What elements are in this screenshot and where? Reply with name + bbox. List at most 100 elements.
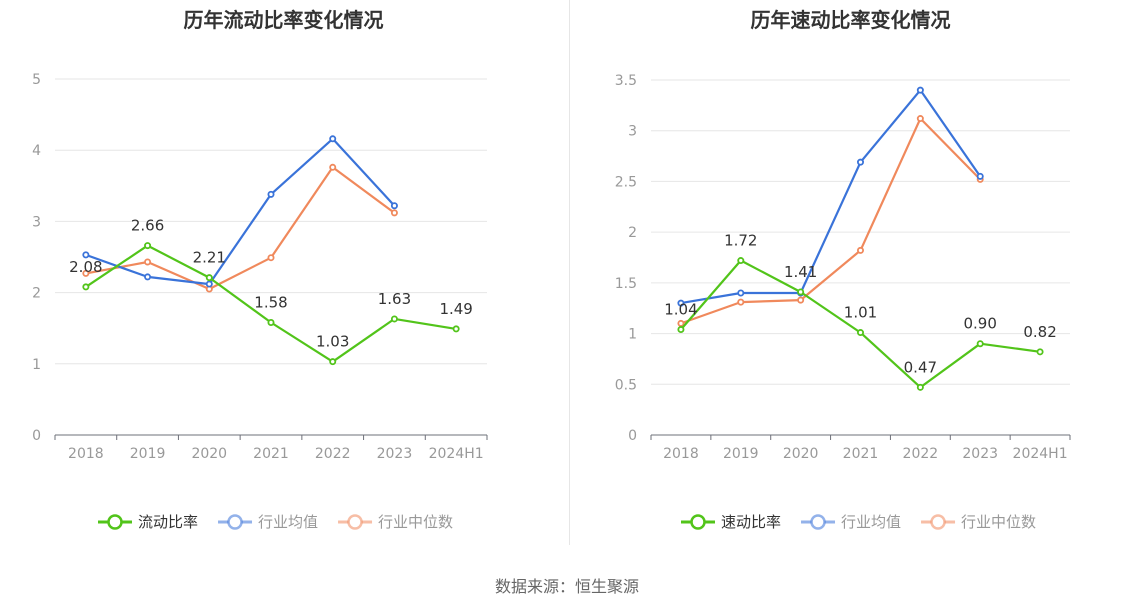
data-point[interactable]	[144, 242, 152, 250]
legend-item[interactable]: 流动比率	[98, 513, 198, 531]
data-point[interactable]	[916, 383, 924, 391]
data-point[interactable]	[390, 202, 398, 210]
series-2	[82, 163, 398, 293]
y-gridlines	[55, 78, 487, 365]
data-point[interactable]	[856, 329, 864, 337]
series-2	[677, 115, 984, 327]
x-tick-label: 2024H1	[429, 446, 484, 462]
series-0	[677, 257, 1044, 391]
data-point[interactable]	[329, 163, 337, 171]
data-point[interactable]	[916, 86, 924, 94]
data-point[interactable]	[916, 115, 924, 123]
data-label: 0.90	[964, 315, 997, 333]
chart-divider	[569, 0, 570, 545]
y-tick-label: 1	[32, 357, 41, 373]
data-label: 2.21	[193, 249, 226, 267]
data-point[interactable]	[1036, 348, 1044, 356]
data-label: 1.01	[844, 304, 877, 322]
data-point[interactable]	[329, 358, 337, 366]
data-point[interactable]	[797, 296, 805, 304]
legend-label: 行业均值	[841, 513, 901, 531]
legend-label: 行业均值	[258, 513, 318, 531]
y-tick-label: 3	[628, 124, 637, 140]
data-point[interactable]	[452, 325, 460, 333]
x-tick-label: 2024H1	[1013, 446, 1068, 462]
quick-ratio-plot: 0 0.5 1 1.5 2 2.5 3 3.5 2018 2019 2020 2021 2022 2023…	[615, 73, 1071, 531]
data-point[interactable]	[205, 280, 213, 288]
legend-swatch-marker	[930, 514, 946, 530]
y-tick-label: 1.5	[615, 276, 637, 292]
data-label: 1.41	[784, 263, 817, 281]
data-point[interactable]	[82, 269, 90, 277]
y-tick-label: 0	[32, 428, 41, 444]
data-point[interactable]	[856, 246, 864, 254]
data-point[interactable]	[677, 326, 685, 334]
series-1	[82, 135, 398, 288]
y-tick-label: 4	[32, 143, 41, 159]
data-point[interactable]	[267, 319, 275, 327]
legend-swatch-marker	[690, 514, 706, 530]
y-tick-label: 2.5	[615, 174, 637, 190]
x-tick-label: 2019	[130, 446, 166, 462]
chart-title: 历年流动比率变化情况	[183, 8, 384, 32]
data-point[interactable]	[82, 251, 90, 259]
data-point[interactable]	[737, 257, 745, 265]
data-point[interactable]	[677, 299, 685, 307]
y-tick-label: 1	[628, 327, 637, 343]
data-point[interactable]	[205, 274, 213, 282]
data-point[interactable]	[390, 315, 398, 323]
series-line	[85, 137, 396, 286]
series-1	[677, 86, 984, 307]
data-point[interactable]	[144, 273, 152, 281]
data-point[interactable]	[797, 288, 805, 296]
data-label: 2.08	[69, 258, 102, 276]
series-0	[82, 242, 460, 366]
data-point[interactable]	[267, 190, 275, 198]
legend-item[interactable]: 速动比率	[681, 513, 781, 531]
x-tick-label: 2021	[253, 446, 289, 462]
legend-swatch-marker	[810, 514, 826, 530]
legend-swatch-marker	[227, 514, 243, 530]
x-tick-label: 2023	[962, 446, 998, 462]
data-point[interactable]	[677, 319, 685, 327]
data-point[interactable]	[267, 254, 275, 262]
data-point[interactable]	[976, 172, 984, 180]
legend-label: 行业中位数	[378, 513, 453, 531]
data-point[interactable]	[856, 158, 864, 166]
legend-item[interactable]: 行业均值	[218, 513, 318, 531]
x-tick-label: 2020	[783, 446, 819, 462]
legend-item[interactable]: 行业中位数	[338, 513, 453, 531]
y-tick-label: 2	[628, 225, 637, 241]
data-point[interactable]	[82, 283, 90, 291]
data-point[interactable]	[737, 298, 745, 306]
data-label: 2.66	[131, 217, 164, 235]
x-tick-label: 2022	[903, 446, 939, 462]
series-line	[680, 117, 981, 325]
legend-item[interactable]: 行业中位数	[921, 513, 1036, 531]
data-label: 1.72	[724, 232, 757, 250]
data-label: 1.03	[316, 333, 349, 351]
legend-item[interactable]: 行业均值	[801, 513, 901, 531]
current-ratio-plot: 0 1 2 3 4 5 2018 2019 2020 2021 2022 2023 2024H1 2.08…	[32, 72, 488, 531]
data-point[interactable]	[737, 289, 745, 297]
legend-label: 行业中位数	[961, 513, 1036, 531]
legend-swatch-marker	[347, 514, 363, 530]
y-tick-label: 2	[32, 286, 41, 302]
y-tick-label: 3.5	[615, 73, 637, 89]
data-point[interactable]	[976, 340, 984, 348]
y-tick-label: 0.5	[615, 377, 637, 393]
data-label: 1.63	[378, 290, 411, 308]
data-point[interactable]	[390, 209, 398, 217]
x-tick-label: 2020	[191, 446, 227, 462]
current-ratio-chart: 历年流动比率变化情况 0 1 2 3 4 5 2018 2019 2020 2021 2022 202…	[0, 0, 567, 545]
y-tick-label: 0	[628, 428, 637, 444]
data-source-note: 数据来源：恒生聚源	[494, 577, 639, 596]
y-gridlines	[651, 79, 1070, 385]
data-label: 1.58	[254, 294, 287, 312]
data-point[interactable]	[329, 135, 337, 143]
legend-label: 速动比率	[721, 513, 781, 531]
series-line	[680, 89, 982, 305]
data-point[interactable]	[144, 258, 152, 266]
x-tick-label: 2022	[315, 446, 351, 462]
chart-title: 历年速动比率变化情况	[750, 8, 951, 32]
